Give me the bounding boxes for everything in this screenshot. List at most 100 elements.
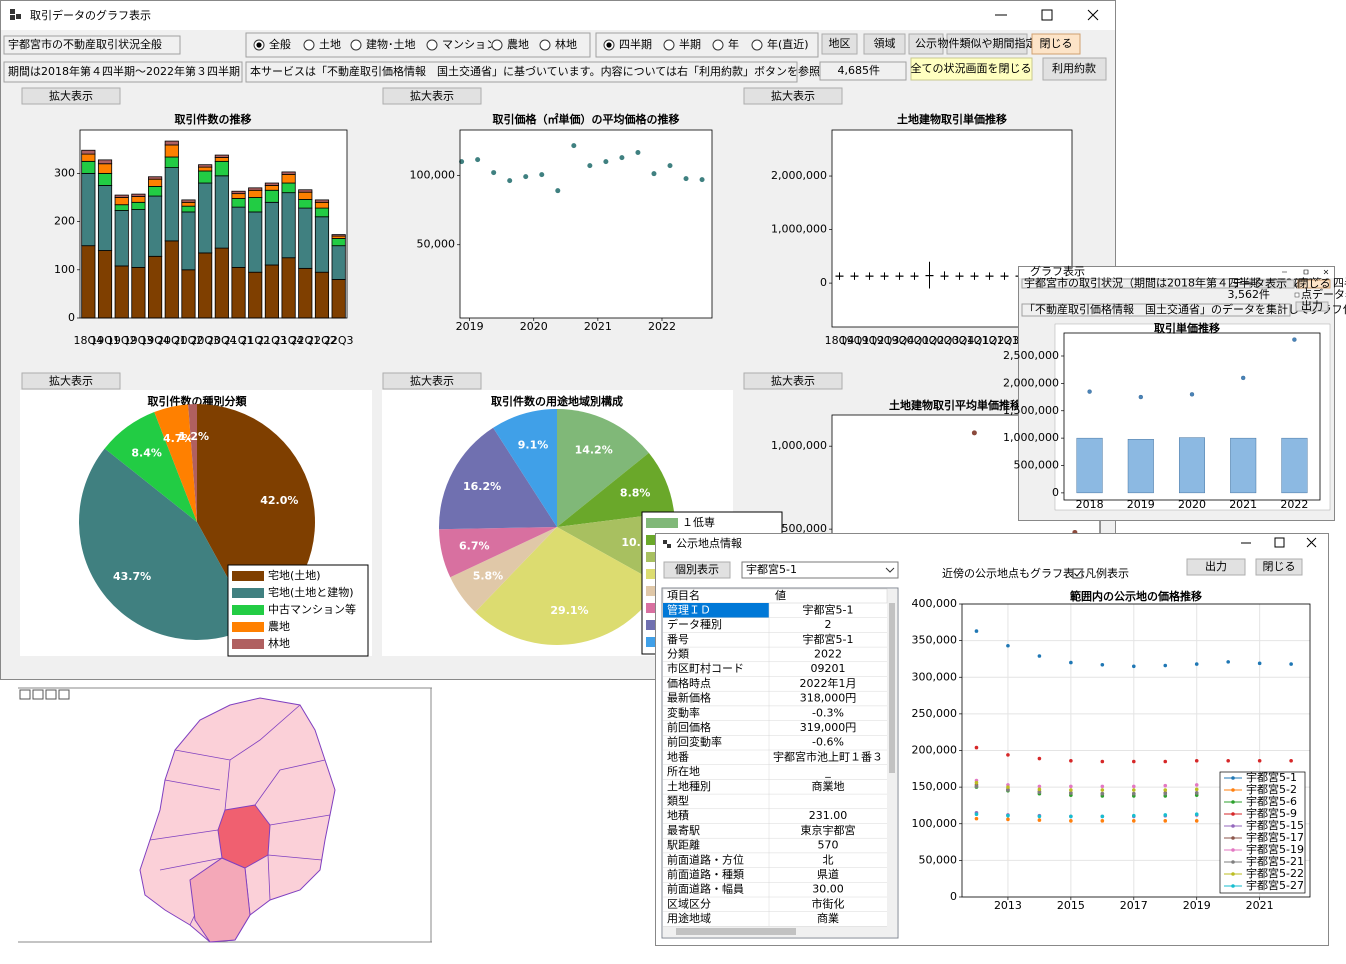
x-tick-label: 20Q1 (157, 334, 187, 347)
point (1194, 758, 1199, 763)
map-tool[interactable] (32, 689, 44, 700)
bar-segment (264, 185, 279, 191)
selected-city (217, 804, 271, 869)
y-tick-label: 1,000,000 (771, 223, 827, 236)
button[interactable] (863, 33, 906, 55)
radio[interactable] (350, 39, 362, 51)
point (523, 174, 529, 180)
x-tick-label: 2022 (648, 320, 676, 333)
zoom-button[interactable] (21, 87, 121, 105)
close-all-button[interactable] (910, 57, 1033, 81)
point (571, 143, 577, 149)
zoom-button[interactable] (21, 372, 121, 390)
legend-marker (1231, 788, 1235, 792)
button[interactable] (946, 33, 1028, 55)
close-button[interactable] (1255, 558, 1303, 576)
map-tool[interactable] (45, 689, 57, 700)
radio[interactable] (712, 39, 724, 51)
x-tick-label: 2013 (994, 899, 1022, 912)
zoom-button[interactable] (382, 372, 482, 390)
h-thumb[interactable] (676, 928, 796, 935)
bar-segment (298, 199, 313, 209)
legend-checkbox[interactable] (1072, 568, 1083, 579)
window-controls[interactable] (1241, 537, 1317, 548)
chart-title: 範囲内の公示地の価格推移 (1070, 589, 1202, 603)
legend-label: 宇都宮5-6 (1246, 794, 1297, 808)
bar-segment (81, 160, 96, 174)
row-value: 231.00 (809, 809, 848, 822)
bar-segment (97, 172, 113, 186)
table-button[interactable] (1257, 279, 1295, 289)
y-tick-label: 2,500,000 (1003, 349, 1059, 362)
y-tick-label: 0 (1052, 486, 1059, 499)
slice-label: 8.8% (620, 487, 651, 500)
v-thumb[interactable] (889, 603, 895, 773)
point (1069, 660, 1073, 665)
window-title: 公示地点情報 (676, 537, 742, 550)
row-value: 宇都宮5-1 (803, 632, 854, 646)
bar-segment (198, 164, 213, 168)
button[interactable] (1031, 33, 1081, 55)
radio[interactable] (491, 39, 503, 51)
x-tick-label: 2020 (1178, 498, 1206, 511)
column-header: 項目名 (667, 588, 700, 602)
notice: 本サービスは「不動産取引価格情報 国土交通省」に基づいています。内容については右… (250, 64, 875, 78)
zoom-button[interactable] (382, 87, 482, 105)
icon (663, 540, 667, 544)
bar-segment (97, 250, 113, 319)
close-button[interactable] (1297, 279, 1331, 289)
pie-slice (439, 427, 557, 530)
point (651, 171, 657, 177)
output-button[interactable] (1186, 558, 1246, 576)
bar-segment (164, 144, 179, 158)
row-name: 前面道路・種類 (667, 867, 744, 881)
radio-dot (256, 42, 262, 48)
button[interactable] (908, 33, 944, 55)
zoom-button[interactable] (743, 87, 843, 105)
window-controls[interactable] (1282, 269, 1329, 275)
map-tool[interactable] (58, 689, 70, 700)
y-tick-label: 0 (820, 276, 827, 289)
radio[interactable] (303, 39, 315, 51)
bar-segment (148, 185, 163, 197)
output-button[interactable] (1295, 301, 1329, 312)
checkbox[interactable] (1294, 292, 1300, 298)
radio[interactable] (539, 39, 551, 51)
button[interactable] (821, 33, 858, 55)
zoom-button[interactable] (743, 372, 843, 390)
close-all-label: 全ての状況画面を閉じる (911, 61, 1032, 75)
slice-label: 43.7% (113, 570, 151, 583)
legend-label: 宇都宮5-15 (1246, 818, 1304, 832)
map-tool[interactable] (19, 689, 31, 700)
pie-slice (557, 409, 649, 527)
radio[interactable] (663, 39, 675, 51)
legend-marker (1231, 836, 1235, 840)
bar-segment (198, 170, 213, 184)
single-button[interactable] (663, 561, 731, 579)
x-tick-label: 2019 (456, 320, 484, 333)
maximize[interactable] (1041, 9, 1053, 21)
x-tick-label: 19Q4 (140, 334, 170, 347)
row-name: 価格時点 (667, 676, 711, 690)
legend-swatch (646, 518, 678, 528)
terms-button[interactable] (1042, 57, 1107, 81)
max-point (1189, 392, 1195, 397)
point-select[interactable] (741, 561, 899, 579)
radio[interactable] (426, 39, 438, 51)
point (1131, 788, 1136, 792)
close-x[interactable] (1087, 9, 1099, 21)
x-tick-label: 2017 (1120, 899, 1148, 912)
x-tick-label: 21Q2 (975, 334, 1005, 347)
point (1006, 785, 1010, 789)
radio[interactable] (751, 39, 763, 51)
x-tick-label: 21Q2 (240, 334, 270, 347)
chart-title: 取引件数の種別分類 (148, 394, 248, 408)
legend-label: １低専 (682, 516, 715, 529)
table-frame (661, 587, 899, 939)
bar-segment (331, 238, 346, 247)
button-label: 物件類似や期間指定 (938, 36, 1037, 50)
bar-segment (198, 182, 213, 254)
legend-marker (1231, 824, 1235, 828)
bar-segment (148, 176, 163, 180)
plot-border (459, 129, 713, 319)
